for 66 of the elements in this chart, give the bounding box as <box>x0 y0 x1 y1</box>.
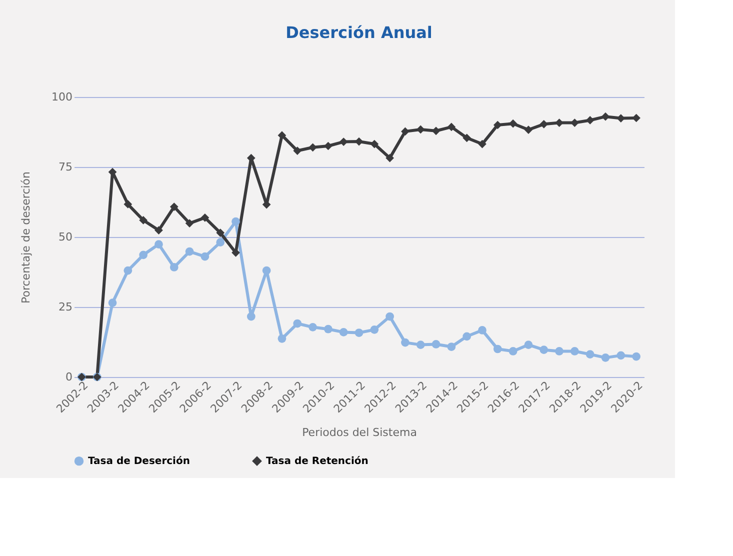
point <box>154 226 163 234</box>
point <box>386 312 394 321</box>
y-tick-label: 75 <box>58 160 72 174</box>
point <box>200 252 210 261</box>
y-tick-label: 100 <box>52 90 72 104</box>
point <box>524 126 533 134</box>
chart-title: Deserción Anual <box>286 23 432 42</box>
point <box>262 266 271 275</box>
y-tick-label: 25 <box>58 300 72 314</box>
point <box>586 350 594 358</box>
point <box>124 266 132 275</box>
point <box>401 338 410 347</box>
point <box>586 116 594 124</box>
point <box>601 354 610 362</box>
point <box>386 154 394 162</box>
point <box>246 312 256 321</box>
point <box>139 250 148 260</box>
point <box>493 120 502 130</box>
point <box>324 324 332 334</box>
point <box>447 342 456 351</box>
point <box>447 122 456 132</box>
point <box>555 347 564 356</box>
point <box>185 219 194 228</box>
point <box>124 200 132 208</box>
point <box>401 127 410 136</box>
point <box>170 202 178 211</box>
point <box>540 346 548 354</box>
point <box>293 319 302 328</box>
legend-label: Tasa de Deserción <box>88 456 190 468</box>
point <box>493 344 502 354</box>
point <box>354 328 364 337</box>
point <box>370 140 379 148</box>
point <box>478 140 486 148</box>
point <box>370 326 379 334</box>
point <box>200 213 210 222</box>
point <box>216 228 225 237</box>
point <box>632 352 640 361</box>
point <box>170 263 178 272</box>
y-axis-title: Porcentaje de deserción <box>20 171 33 304</box>
point <box>524 340 533 349</box>
point <box>308 143 317 152</box>
point <box>570 347 579 356</box>
point <box>278 131 286 140</box>
point <box>462 134 472 142</box>
point <box>108 298 117 307</box>
point <box>432 340 440 348</box>
point <box>339 328 348 336</box>
point <box>308 322 317 332</box>
point <box>154 240 163 248</box>
point <box>232 217 240 226</box>
y-tick-label: 0 <box>66 370 72 384</box>
point <box>278 334 286 343</box>
point <box>555 118 564 127</box>
point <box>216 238 225 246</box>
legend-label: Tasa de Retención <box>266 456 368 468</box>
point <box>508 347 518 356</box>
point <box>616 351 626 360</box>
point <box>293 146 302 155</box>
point <box>139 216 148 224</box>
x-axis-title: Periodos del Sistema <box>302 426 417 439</box>
y-tick-label: 50 <box>58 230 72 244</box>
point <box>324 142 332 150</box>
point <box>478 326 486 334</box>
point <box>185 247 194 256</box>
point <box>416 340 425 349</box>
point <box>462 332 472 341</box>
